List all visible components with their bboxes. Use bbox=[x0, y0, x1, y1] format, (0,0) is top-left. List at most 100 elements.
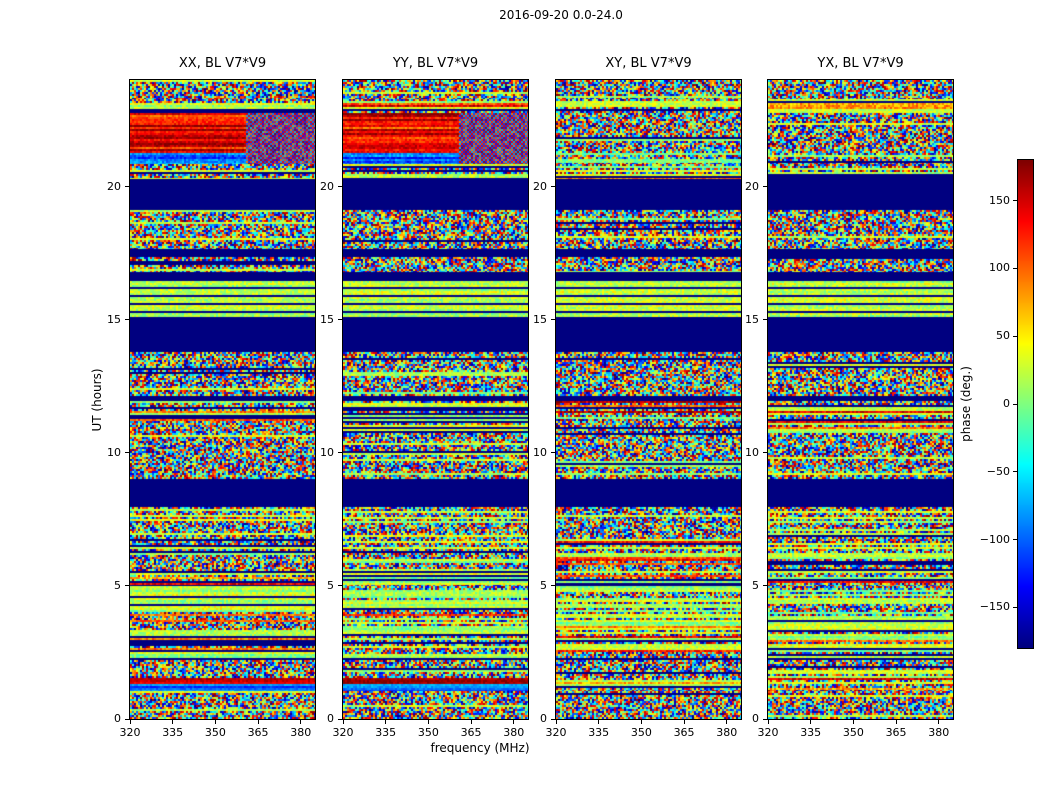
panel-title: XY, BL V7*V9 bbox=[605, 56, 692, 71]
x-tick bbox=[767, 720, 769, 724]
y-tick bbox=[763, 718, 767, 720]
heatmap-panel bbox=[767, 79, 954, 720]
x-tick-label: 335 bbox=[162, 726, 184, 739]
x-axis-label: frequency (MHz) bbox=[430, 741, 530, 755]
y-tick-label: 0 bbox=[327, 712, 334, 725]
x-tick-label: 335 bbox=[800, 726, 822, 739]
x-tick bbox=[598, 720, 600, 724]
colorbar-label: phase (deg.) bbox=[959, 366, 973, 442]
colorbar-tick bbox=[1013, 606, 1017, 608]
colorbar-tick-label: 0 bbox=[1003, 397, 1010, 410]
x-tick bbox=[895, 720, 897, 724]
y-tick-label: 10 bbox=[533, 445, 547, 459]
x-tick bbox=[385, 720, 387, 724]
x-tick bbox=[852, 720, 854, 724]
colorbar-tick-label: 100 bbox=[989, 261, 1010, 275]
y-tick bbox=[338, 319, 342, 321]
x-tick-label: 380 bbox=[290, 726, 312, 739]
panel-title: YX, BL V7*V9 bbox=[817, 56, 904, 71]
x-tick-label: 365 bbox=[460, 726, 482, 739]
heatmap-canvas bbox=[343, 80, 528, 719]
x-tick bbox=[513, 720, 515, 724]
y-tick bbox=[551, 585, 555, 587]
y-tick bbox=[125, 452, 129, 454]
y-tick-label: 10 bbox=[745, 445, 759, 459]
colorbar-tick bbox=[1013, 335, 1017, 337]
y-tick bbox=[763, 319, 767, 321]
colorbar-tick bbox=[1013, 200, 1017, 202]
y-tick bbox=[338, 186, 342, 187]
y-tick-label: 20 bbox=[533, 179, 547, 193]
x-tick bbox=[427, 720, 429, 724]
heatmap-canvas bbox=[556, 80, 741, 719]
y-tick-label: 20 bbox=[107, 179, 121, 193]
y-tick bbox=[763, 585, 767, 587]
y-tick-label: 5 bbox=[327, 578, 334, 592]
y-tick-label: 10 bbox=[107, 445, 121, 459]
y-tick-label: 5 bbox=[114, 578, 121, 592]
x-tick-label: 365 bbox=[673, 726, 695, 739]
colorbar-tick bbox=[1013, 267, 1017, 269]
y-tick bbox=[763, 186, 767, 187]
y-tick-label: 15 bbox=[745, 312, 759, 326]
y-tick bbox=[551, 452, 555, 454]
y-tick-label: 20 bbox=[745, 179, 759, 193]
x-tick-label: 350 bbox=[630, 726, 652, 739]
x-tick-label: 365 bbox=[885, 726, 907, 739]
y-axis-label: UT (hours) bbox=[90, 368, 104, 432]
y-tick bbox=[551, 319, 555, 321]
colorbar-tick-label: −150 bbox=[979, 600, 1010, 614]
colorbar-tick-label: 150 bbox=[989, 193, 1010, 207]
y-tick-label: 0 bbox=[752, 712, 759, 725]
x-tick bbox=[214, 720, 216, 724]
y-tick bbox=[338, 452, 342, 454]
heatmap-canvas bbox=[130, 80, 315, 719]
y-tick bbox=[763, 452, 767, 454]
y-tick bbox=[125, 319, 129, 321]
y-tick-label: 0 bbox=[540, 712, 547, 725]
x-tick-label: 365 bbox=[247, 726, 269, 739]
colorbar-tick-label: 50 bbox=[996, 329, 1010, 343]
x-tick-label: 350 bbox=[417, 726, 439, 739]
heatmap-panel bbox=[129, 79, 316, 720]
y-tick-label: 20 bbox=[320, 179, 334, 193]
x-tick-label: 350 bbox=[842, 726, 864, 739]
y-tick-label: 10 bbox=[320, 445, 334, 459]
x-tick bbox=[683, 720, 685, 724]
x-tick-label: 320 bbox=[332, 726, 354, 739]
x-tick bbox=[555, 720, 557, 724]
x-tick bbox=[129, 720, 131, 724]
y-tick bbox=[338, 585, 342, 587]
x-tick-label: 320 bbox=[545, 726, 567, 739]
heatmap-panel bbox=[342, 79, 529, 720]
x-tick bbox=[342, 720, 344, 724]
x-tick bbox=[172, 720, 174, 724]
x-tick bbox=[810, 720, 812, 724]
x-tick bbox=[938, 720, 940, 724]
y-tick bbox=[125, 186, 129, 187]
x-tick bbox=[640, 720, 642, 724]
colorbar-tick bbox=[1013, 471, 1017, 473]
x-tick-label: 350 bbox=[204, 726, 226, 739]
colorbar-canvas bbox=[1018, 160, 1033, 648]
x-tick-label: 380 bbox=[503, 726, 525, 739]
y-tick bbox=[338, 718, 342, 720]
x-tick-label: 335 bbox=[588, 726, 610, 739]
y-tick-label: 15 bbox=[320, 312, 334, 326]
x-tick bbox=[726, 720, 728, 724]
y-tick-label: 5 bbox=[540, 578, 547, 592]
colorbar-tick bbox=[1013, 539, 1017, 541]
x-tick-label: 380 bbox=[716, 726, 738, 739]
x-tick-label: 335 bbox=[375, 726, 397, 739]
panel-title: XX, BL V7*V9 bbox=[178, 56, 267, 71]
figure-title: 2016-09-20 0.0-24.0 bbox=[499, 8, 623, 22]
y-tick-label: 15 bbox=[107, 312, 121, 326]
colorbar-tick bbox=[1013, 403, 1017, 405]
x-tick-label: 320 bbox=[119, 726, 141, 739]
x-tick bbox=[300, 720, 302, 724]
y-tick bbox=[125, 585, 129, 587]
x-tick bbox=[257, 720, 259, 724]
x-tick-label: 380 bbox=[928, 726, 950, 739]
panel-title: YY, BL V7*V9 bbox=[392, 56, 479, 71]
y-tick-label: 0 bbox=[114, 712, 121, 725]
